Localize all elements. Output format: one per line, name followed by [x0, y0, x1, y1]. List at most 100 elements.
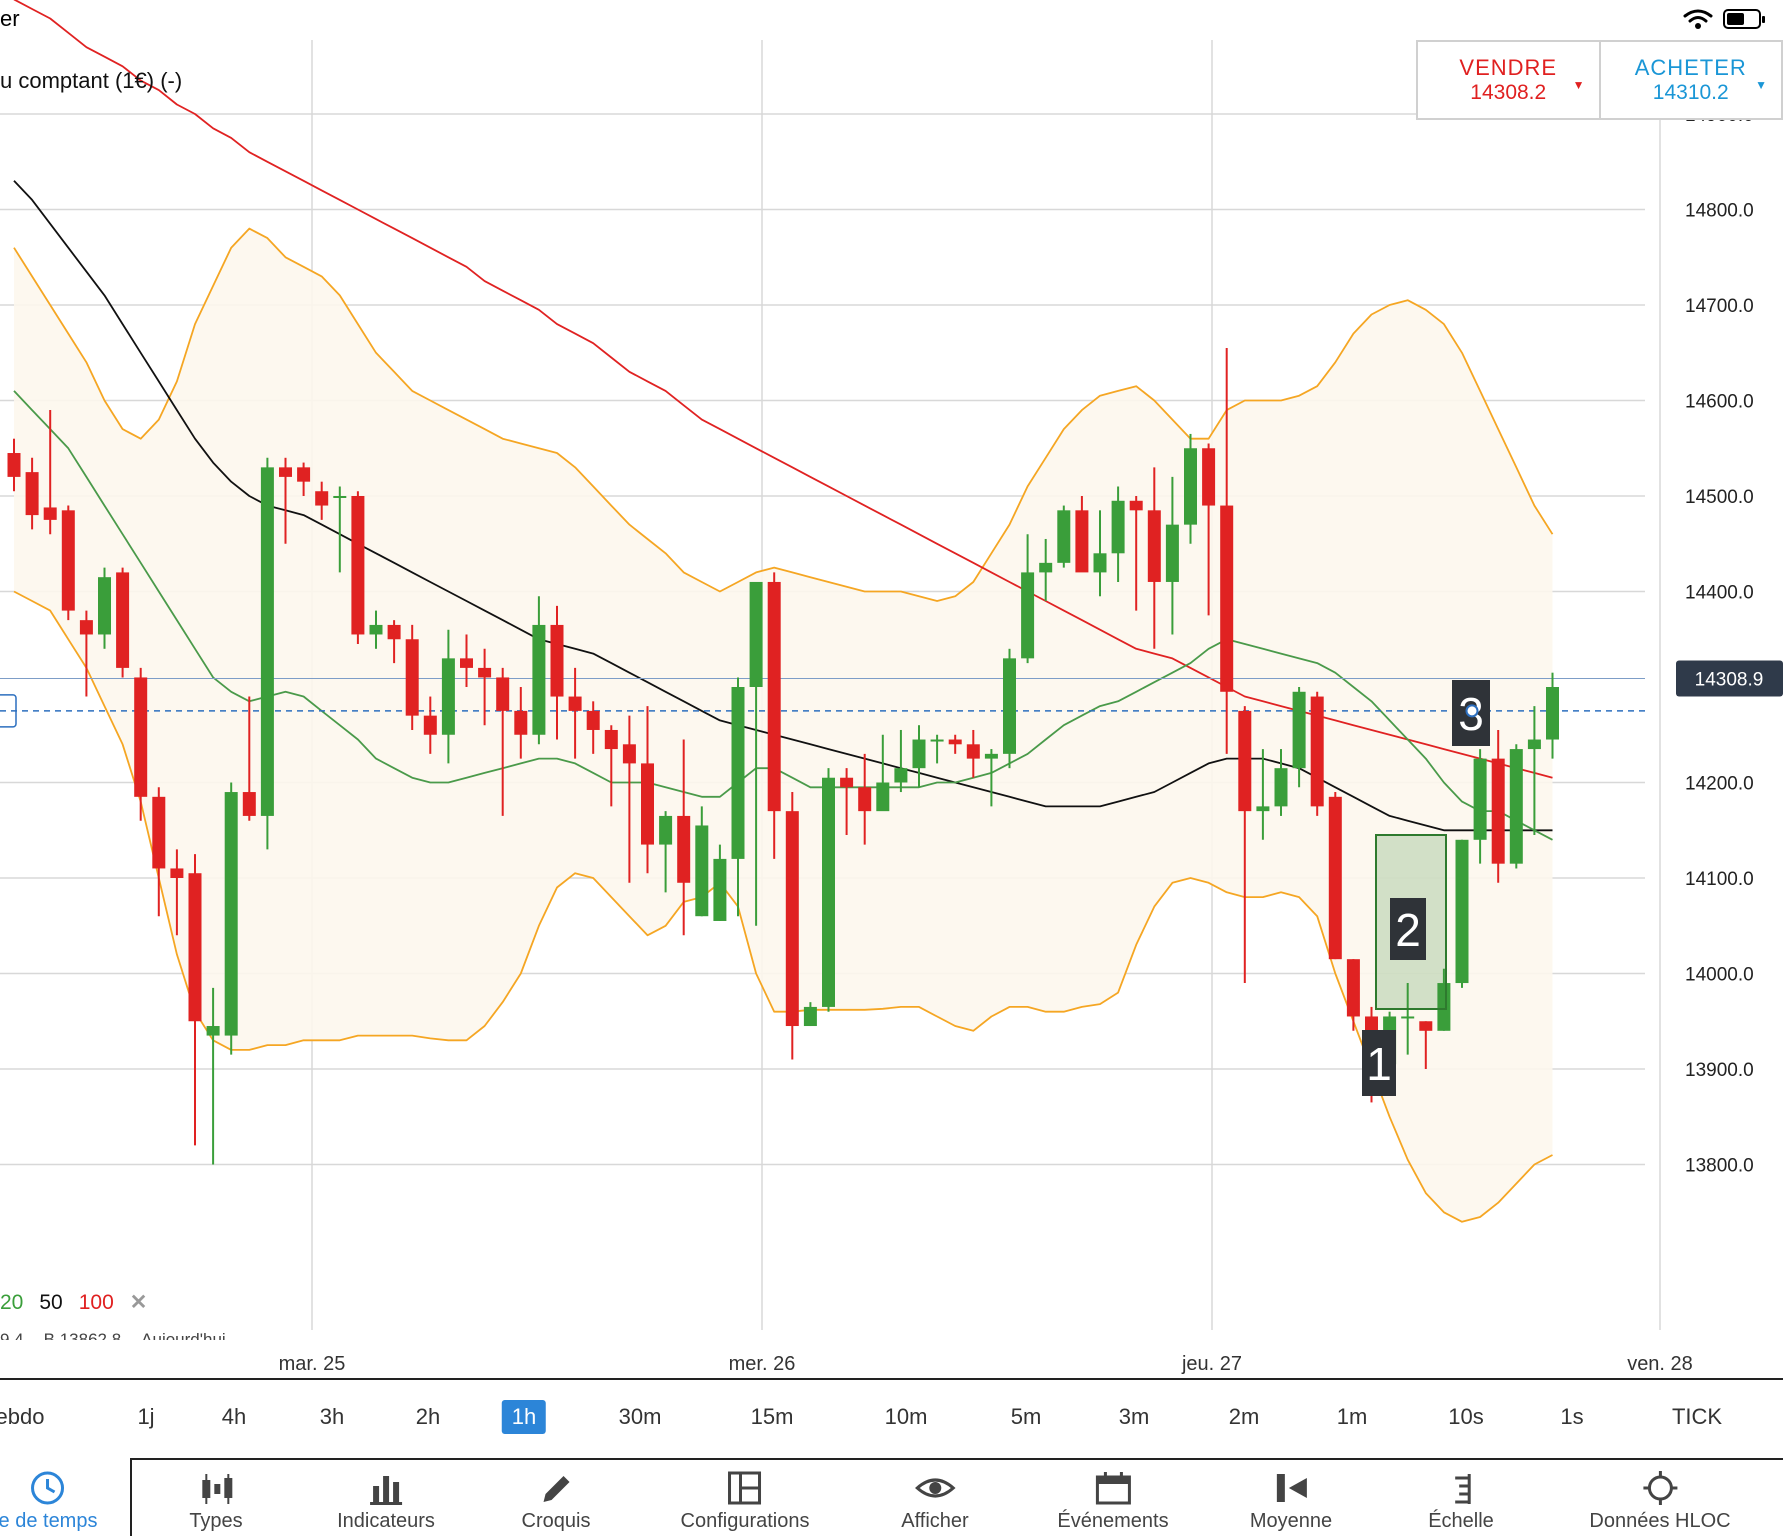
- ma100-label: 100: [78, 1290, 114, 1314]
- candle-body: [1111, 500, 1125, 554]
- timeframe-2m[interactable]: 2m: [1228, 1404, 1260, 1429]
- ohlc-value-b: B 13862.8: [43, 1330, 122, 1340]
- instrument-label: u comptant (1€) (-): [0, 68, 183, 93]
- annotation-label-box: [1390, 898, 1426, 960]
- candle-body: [152, 796, 166, 869]
- candle-body: [242, 792, 256, 816]
- candle-body: [749, 581, 763, 687]
- timeframe-5m[interactable]: 5m: [1010, 1404, 1042, 1429]
- candle-body: [767, 581, 781, 812]
- toolbar-label: Types: [189, 1510, 243, 1532]
- y-tick-label: 14200.0: [1685, 774, 1754, 795]
- clock-icon: [31, 1471, 65, 1505]
- candle-body: [1401, 1016, 1415, 1019]
- timeframe-4h[interactable]: 4h: [221, 1404, 247, 1429]
- candle-body: [478, 667, 492, 678]
- y-tick-label: 13800.0: [1685, 1156, 1754, 1177]
- candle-body: [351, 496, 365, 635]
- candle-body: [25, 472, 39, 516]
- toolbar-candles-button[interactable]: Types: [189, 1468, 243, 1533]
- candle-body: [1202, 448, 1216, 506]
- timeframe-3m[interactable]: 3m: [1118, 1404, 1150, 1429]
- toolbar-pencil-button[interactable]: Croquis: [522, 1468, 590, 1533]
- sell-button[interactable]: VENDRE 14308.2 ▼: [1418, 42, 1599, 118]
- candle-body: [260, 467, 274, 816]
- toolbar-label: Indicateurs: [337, 1510, 435, 1532]
- toolbar-clock-button[interactable]: e de temps: [0, 1468, 97, 1533]
- candle-body: [1093, 553, 1107, 573]
- y-tick-label: 14400.0: [1685, 583, 1754, 604]
- timeframe-10s[interactable]: 10s: [1448, 1404, 1484, 1429]
- timeframe-ebdo[interactable]: ebdo: [0, 1404, 45, 1429]
- toolbar-scale-button[interactable]: Échelle: [1428, 1468, 1494, 1533]
- candle-body: [659, 815, 673, 845]
- candle-body: [1346, 959, 1360, 1017]
- x-tick-label: jeu. 27: [1181, 1353, 1242, 1375]
- chart-overlays: 123: [0, 680, 1490, 1096]
- close-legend-icon[interactable]: ✕: [129, 1291, 148, 1314]
- bollinger-upper-line: [13, 227, 1554, 602]
- candle-body: [568, 696, 582, 711]
- bollinger-lower-line: [13, 590, 1553, 1223]
- toolbar-layout-button[interactable]: Configurations: [681, 1468, 809, 1533]
- candle-body: [387, 624, 401, 640]
- candle-body: [1147, 510, 1161, 582]
- candle-body: [1310, 696, 1324, 807]
- sell-price: 14308.2: [1470, 81, 1547, 104]
- candle-body: [423, 715, 437, 735]
- x-tick-label: ven. 28: [1627, 1353, 1693, 1375]
- battery-icon: [1723, 9, 1765, 29]
- toolbar-calendar-button[interactable]: Événements: [1057, 1468, 1169, 1533]
- last-price-tag-text: 14308.9: [1695, 670, 1764, 691]
- y-tick-label: 14700.0: [1685, 296, 1754, 317]
- candle-body: [894, 768, 908, 783]
- candle-body: [369, 624, 383, 635]
- toolbar-label: Données HLOC: [1589, 1510, 1731, 1532]
- buy-button[interactable]: ACHETER 14310.2 ▼: [1598, 42, 1782, 118]
- candle-body: [333, 496, 347, 498]
- toolbar-average-button[interactable]: Moyenne: [1250, 1468, 1332, 1533]
- ma50-label: 50: [39, 1290, 63, 1314]
- bar-chart-icon: [370, 1476, 402, 1505]
- timeframe-TICK[interactable]: TICK: [1671, 1404, 1723, 1429]
- candle-body: [622, 744, 636, 764]
- toolbar-eye-button[interactable]: Afficher: [901, 1468, 969, 1533]
- annotation-label-1: 1: [1366, 1038, 1392, 1090]
- sell-label: VENDRE: [1459, 55, 1558, 80]
- timeframe-1m[interactable]: 1m: [1336, 1404, 1368, 1429]
- wifi-icon: [1683, 9, 1713, 29]
- candle-body: [1546, 687, 1559, 740]
- price-chart[interactable]: 123 14900.014800.014700.014600.014500.01…: [0, 0, 1783, 1378]
- timeframe-bar: ebdo 1j 4h 3h 2h 1h 30m 15m 10m 5m 3m 2m 1m 10s 1s TICK: [0, 1378, 1783, 1460]
- y-axis: 14900.014800.014700.014600.014500.014400…: [1676, 105, 1783, 1177]
- timeframe-15m[interactable]: 15m: [750, 1404, 794, 1429]
- annotation-label-2: 2: [1395, 904, 1421, 956]
- candle-body: [7, 453, 21, 477]
- timeframe-10m[interactable]: 10m: [884, 1404, 928, 1429]
- candle-body: [550, 624, 564, 697]
- timeframe-1j[interactable]: 1j: [137, 1404, 155, 1429]
- toolbar-bar-chart-button[interactable]: Indicateurs: [337, 1468, 435, 1533]
- timeframe-30m[interactable]: 30m: [618, 1404, 662, 1429]
- calendar-icon: [1095, 1472, 1131, 1505]
- bottom-toolbar: e de temps Types Indicateurs Croquis Configu…: [0, 1458, 1783, 1536]
- y-tick-label: 14800.0: [1685, 201, 1754, 222]
- candle-body: [224, 792, 238, 1036]
- candle-body: [785, 811, 799, 1027]
- timeframe-1s[interactable]: 1s: [1560, 1404, 1584, 1429]
- left-price-handle: [0, 694, 17, 728]
- candle-body: [315, 491, 329, 506]
- toolbar-crosshair-button[interactable]: Données HLOC: [1589, 1468, 1731, 1533]
- candle-body: [803, 1006, 817, 1027]
- trade-panel: VENDRE 14308.2 ▼ ACHETER 14310.2 ▼: [1416, 40, 1783, 120]
- timeframe-1h[interactable]: 1h: [501, 1400, 547, 1434]
- timeframe-2h[interactable]: 2h: [415, 1404, 441, 1429]
- candle-body: [1437, 983, 1451, 1031]
- timeframe-3h[interactable]: 3h: [319, 1404, 345, 1429]
- candle-body: [876, 782, 890, 812]
- candle-body: [43, 507, 57, 520]
- toolbar-label: Événements: [1057, 1510, 1169, 1532]
- candle-body: [1003, 658, 1016, 754]
- candle-body: [713, 858, 727, 921]
- toolbar-label: Échelle: [1428, 1510, 1494, 1532]
